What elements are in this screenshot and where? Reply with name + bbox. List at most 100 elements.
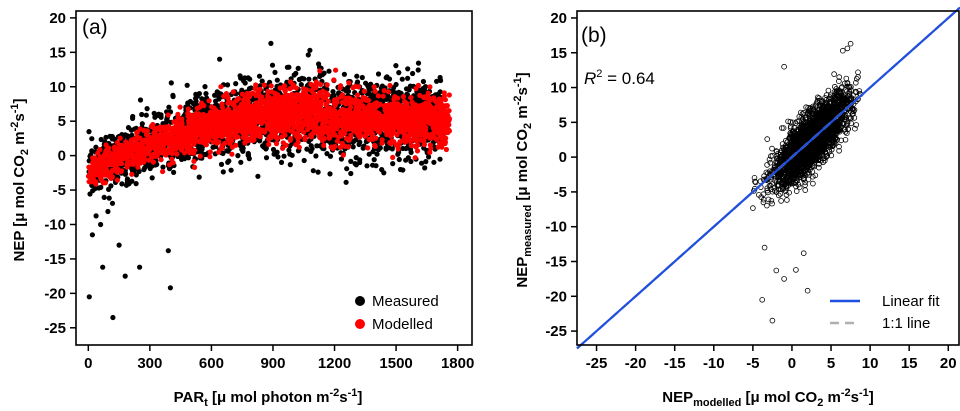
- measured-point: [123, 132, 129, 138]
- modelled-point: [304, 87, 310, 93]
- measured-point: [98, 136, 104, 143]
- measured-point: [217, 56, 223, 62]
- measured-point: [304, 146, 310, 152]
- measured-point: [370, 162, 376, 168]
- modelled-point: [129, 171, 135, 177]
- measured-point: [166, 104, 172, 110]
- measured-point: [108, 183, 114, 189]
- modelled-point: [384, 115, 390, 121]
- modelled-point: [179, 116, 185, 122]
- measured-point: [193, 95, 199, 101]
- modelled-point: [165, 112, 171, 118]
- modelled-point: [183, 135, 189, 141]
- measured-point: [106, 195, 112, 201]
- measured-point: [125, 125, 132, 131]
- modelled-point: [343, 136, 350, 142]
- measured-point: [327, 153, 334, 159]
- panel-a-points: [85, 40, 452, 321]
- modelled-point: [410, 131, 416, 137]
- modelled-point: [317, 134, 323, 140]
- modelled-point: [246, 94, 252, 100]
- modelled-point: [372, 88, 378, 94]
- modelled-point: [134, 130, 140, 136]
- modelled-point: [219, 126, 225, 132]
- modelled-point: [174, 151, 180, 157]
- y-tick-label: -25: [44, 320, 66, 337]
- modelled-point: [185, 106, 191, 112]
- modelled-point: [263, 108, 269, 114]
- modelled-point: [370, 119, 376, 125]
- modelled-point: [313, 113, 319, 119]
- measured-point: [420, 78, 426, 85]
- measured-point: [137, 264, 143, 270]
- modelled-point: [165, 134, 171, 140]
- modelled-point: [95, 165, 101, 171]
- modelled-point: [240, 134, 246, 140]
- modelled-point: [191, 158, 197, 164]
- modelled-point: [331, 127, 337, 133]
- modelled-point: [88, 175, 94, 181]
- modelled-point: [433, 136, 439, 142]
- modelled-point: [349, 111, 355, 117]
- modelled-point: [218, 84, 224, 90]
- modelled-point: [125, 142, 131, 148]
- measured-point: [142, 165, 148, 171]
- legend-measured-label: Measured: [372, 293, 439, 310]
- measured-point: [92, 186, 98, 192]
- measured-point: [160, 164, 166, 170]
- modelled-point: [115, 166, 121, 172]
- measured-point: [343, 87, 349, 94]
- x-tick-label: 1800: [441, 355, 474, 372]
- modelled-point: [288, 79, 294, 85]
- modelled-point: [381, 103, 387, 109]
- modelled-point: [161, 142, 167, 148]
- modelled-point: [309, 123, 315, 129]
- measured-point: [393, 63, 399, 69]
- y-tick-label: 15: [49, 44, 66, 61]
- modelled-point: [389, 104, 395, 110]
- measured-point: [196, 174, 202, 180]
- modelled-point: [268, 83, 274, 89]
- modelled-point: [408, 95, 414, 101]
- modelled-point: [114, 177, 120, 183]
- modelled-point: [330, 146, 336, 152]
- measured-point: [405, 66, 411, 72]
- modelled-point: [374, 125, 380, 131]
- measured-point: [220, 169, 226, 175]
- measured-point: [155, 112, 161, 118]
- modelled-point: [332, 102, 338, 109]
- measured-point: [315, 169, 321, 175]
- modelled-point: [139, 142, 145, 148]
- modelled-point: [369, 131, 376, 137]
- modelled-point: [302, 119, 308, 125]
- modelled-point: [317, 68, 323, 74]
- modelled-point: [273, 141, 280, 147]
- panel-a: 0 300 600 900 1200 1500 180020151050-5-10-15-2…: [9, 10, 474, 409]
- measured-point: [139, 111, 145, 118]
- modelled-point: [316, 127, 322, 133]
- measured-point: [233, 81, 239, 87]
- measured-point: [341, 71, 347, 77]
- measured-point: [330, 89, 336, 95]
- measured-point: [366, 151, 372, 157]
- modelled-point: [234, 123, 240, 129]
- measured-point: [363, 80, 369, 86]
- measured-point: [348, 158, 354, 164]
- measured-point: [397, 166, 404, 173]
- modelled-point: [137, 135, 143, 141]
- measured-point: [310, 168, 316, 174]
- modelled-point: [297, 134, 303, 140]
- modelled-point: [324, 119, 330, 125]
- modelled-point: [252, 125, 259, 131]
- measured-point: [274, 77, 280, 83]
- modelled-point: [175, 128, 181, 134]
- modelled-point: [207, 149, 213, 155]
- modelled-point: [371, 102, 377, 108]
- modelled-point: [415, 82, 421, 88]
- modelled-point: [346, 126, 352, 132]
- modelled-point: [364, 128, 370, 134]
- legend-modelled-marker: [355, 319, 365, 329]
- measured-point: [93, 213, 99, 219]
- modelled-point: [173, 145, 179, 152]
- measured-point: [374, 151, 380, 157]
